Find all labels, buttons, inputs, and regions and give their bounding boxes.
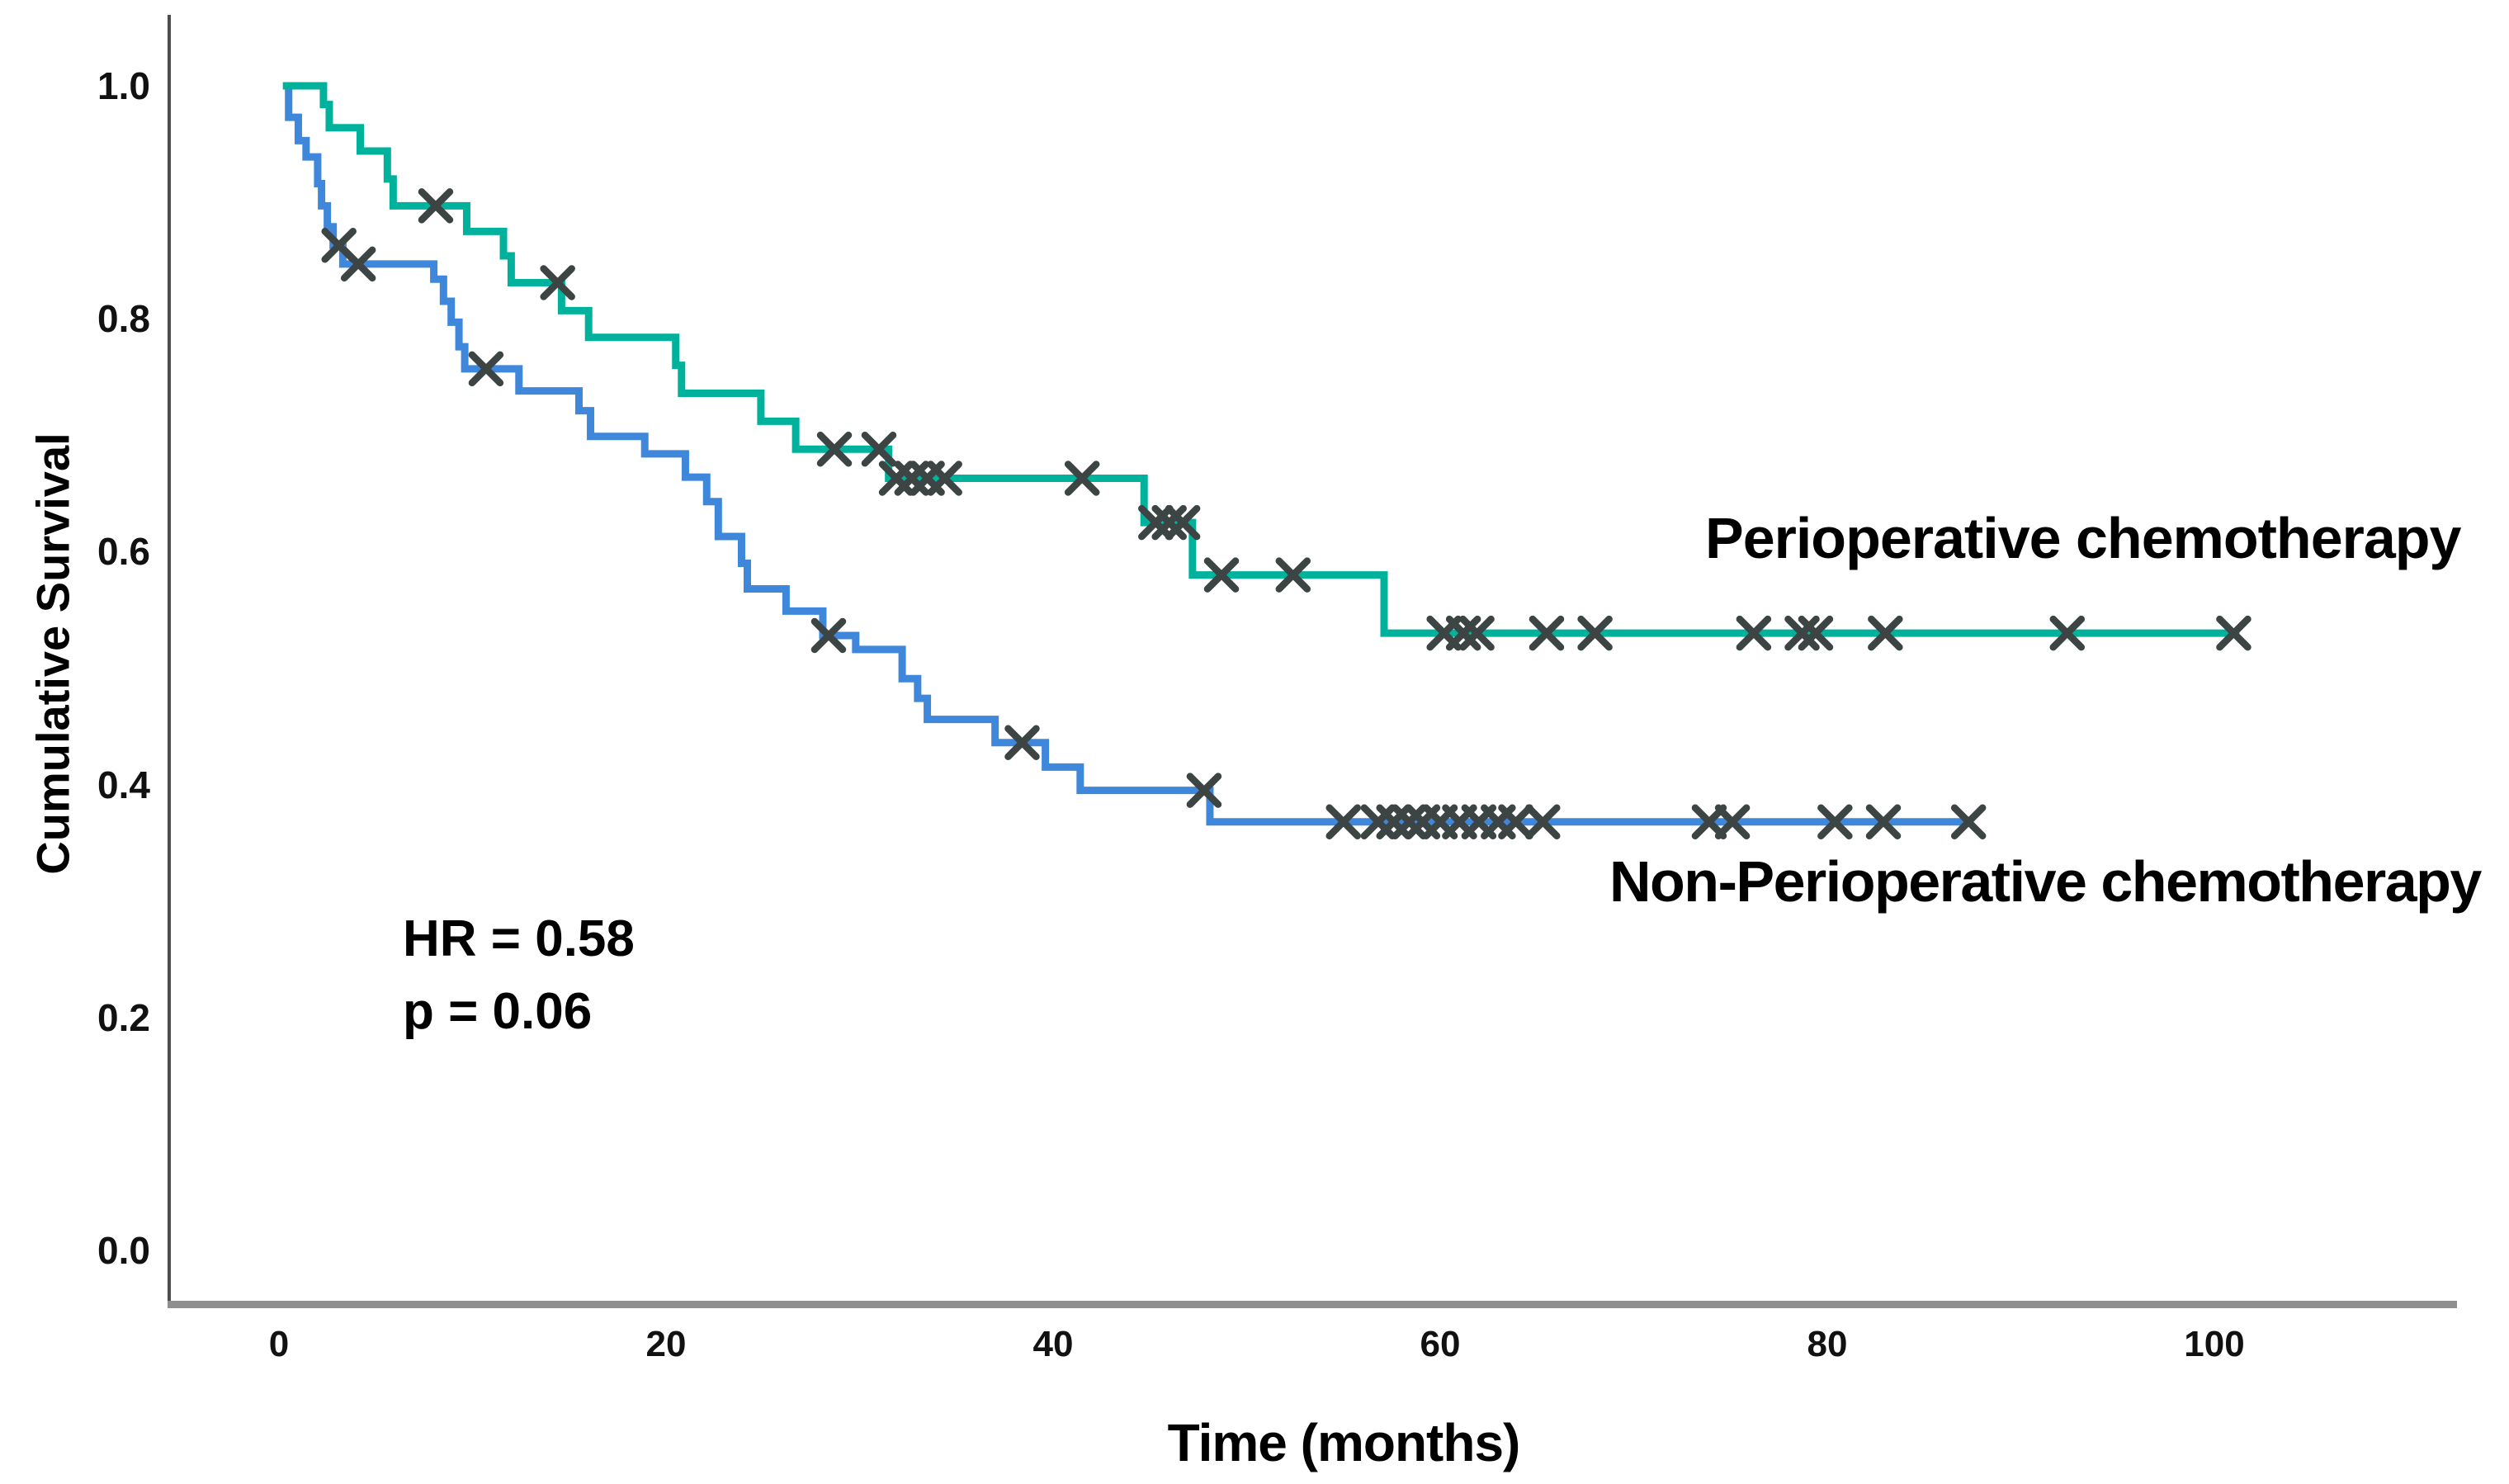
censor-x-icon	[1736, 615, 1772, 651]
y-tick-label: 1.0	[97, 64, 150, 107]
censor-x-icon	[1064, 461, 1100, 496]
censor-x-icon	[1529, 615, 1565, 651]
censor-x-icon	[1498, 804, 1533, 840]
hazard-ratio-text: HR = 0.58	[403, 910, 635, 967]
censor-x-icon	[1138, 504, 1174, 541]
censor-x-icon	[418, 188, 454, 224]
x-tick-label: 20	[645, 1324, 687, 1364]
censor-x-icon	[816, 431, 853, 467]
censor-x-icon	[1784, 615, 1820, 651]
series-label-non-perioperative: Non-Perioperative chemotherapy	[1609, 849, 2482, 914]
series-label-perioperative: Perioperative chemotherapy	[1705, 506, 2461, 570]
p-value-text: p = 0.06	[403, 983, 593, 1040]
y-tick-label: 0.8	[97, 297, 150, 341]
censor-x-icon	[861, 431, 897, 467]
censor-x-icon	[810, 617, 847, 654]
censor-x-icon	[1798, 615, 1834, 651]
censor-x-icon	[1325, 804, 1361, 840]
km-curve-perioperative	[282, 82, 2240, 637]
censor-x-icon	[1950, 804, 1987, 840]
x-axis-line	[168, 1301, 2457, 1308]
censor-x-icon	[1459, 615, 1495, 651]
censor-x-icon	[1275, 557, 1311, 593]
x-tick-label: 40	[1032, 1324, 1074, 1364]
x-tick-label: 60	[1420, 1324, 1461, 1364]
censor-x-icon	[927, 461, 962, 496]
censor-x-icon	[1577, 615, 1613, 651]
censor-x-icon	[340, 246, 376, 282]
censor-x-icon	[468, 351, 504, 387]
censor-x-icon	[1004, 725, 1040, 761]
y-tick-label: 0.6	[97, 530, 150, 574]
y-axis-title: Cumulative Survival	[26, 432, 79, 875]
censor-x-icon	[540, 265, 575, 300]
censor-x-icon	[1445, 615, 1481, 651]
censor-x-icon	[1203, 557, 1240, 593]
censor-x-icon	[2216, 615, 2251, 651]
censor-x-icon	[1714, 804, 1751, 840]
censor-x-icon	[1868, 615, 1903, 651]
km-curve-non-perioperative	[285, 82, 1973, 826]
y-tick-label: 0.0	[97, 1229, 150, 1272]
x-axis-title: Time (months)	[1167, 1413, 1521, 1472]
x-tick-label: 100	[2184, 1324, 2245, 1364]
stats-annotation: HR = 0.58 p = 0.06	[403, 903, 635, 1048]
x-tick-label: 80	[1807, 1324, 1848, 1364]
censor-x-icon	[1186, 773, 1222, 808]
censor-x-icon	[2049, 615, 2086, 651]
censor-x-icon	[1392, 804, 1427, 840]
censor-x-icon	[1525, 804, 1561, 840]
x-tick-label: 0	[268, 1324, 290, 1364]
censor-x-icon	[1151, 504, 1187, 541]
censor-x-icon	[1817, 804, 1853, 840]
censor-x-icon	[1165, 504, 1201, 541]
y-axis-line	[168, 15, 171, 1308]
y-tick-label: 0.4	[97, 763, 150, 806]
censor-x-icon	[1865, 804, 1902, 840]
y-tick-label: 0.2	[97, 995, 150, 1039]
